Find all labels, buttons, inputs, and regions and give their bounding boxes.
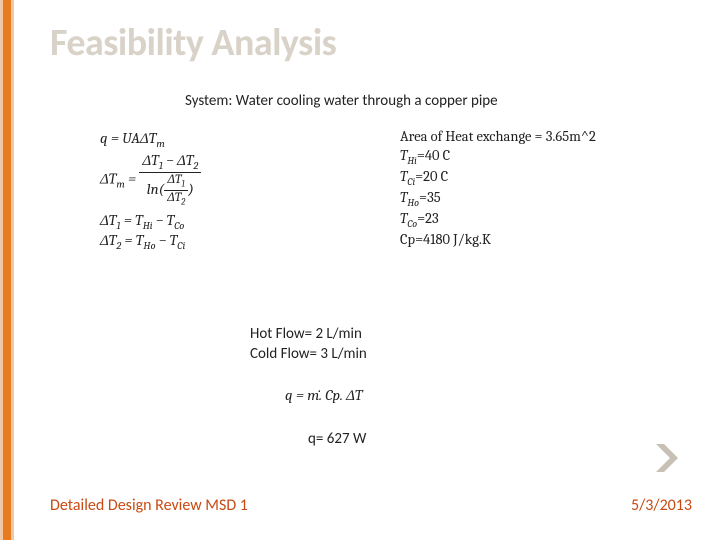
eq-q-mcpdt: q = ṁ. Cp. ΔT bbox=[285, 386, 362, 405]
param-cp: Cp=4180 J/kg.K bbox=[400, 231, 596, 250]
accent-inner-stripe bbox=[3, 0, 11, 540]
eq-dtm: ΔTm = ΔT1 − ΔT2 ln(ΔT1ΔT2) bbox=[100, 152, 201, 208]
param-tco: TCo=23 bbox=[400, 210, 596, 231]
eq-dt2: ΔT2 = THo − TCi bbox=[100, 232, 201, 252]
accent-bar bbox=[0, 0, 14, 540]
param-tci: TCi=20 C bbox=[400, 168, 596, 189]
eq-dt1: ΔT1 = THi − TCo bbox=[100, 212, 201, 232]
flow-rates: Hot Flow= 2 L/min Cold Flow= 3 L/min bbox=[250, 325, 367, 364]
cold-flow: Cold Flow= 3 L/min bbox=[250, 345, 367, 365]
result-q: q= 627 W bbox=[308, 430, 366, 448]
parameters-right: Area of Heat exchange = 3.65m^2 THi=40 C… bbox=[400, 128, 596, 250]
param-tho: THo=35 bbox=[400, 189, 596, 210]
param-thi: THi=40 C bbox=[400, 147, 596, 168]
eq-q-uadt: q = UAΔTm bbox=[100, 130, 201, 150]
hot-flow: Hot Flow= 2 L/min bbox=[250, 325, 367, 345]
page-title: Feasibility Analysis bbox=[50, 20, 336, 66]
footer-title: Detailed Design Review MSD 1 bbox=[50, 496, 248, 515]
footer-date: 5/3/2013 bbox=[631, 496, 692, 515]
equations-left: q = UAΔTm ΔTm = ΔT1 − ΔT2 ln(ΔT1ΔT2) ΔT1… bbox=[100, 130, 201, 252]
chevron-right-icon bbox=[650, 440, 686, 476]
area-value: Area of Heat exchange = 3.65m^2 bbox=[400, 128, 596, 147]
system-description: System: Water cooling water through a co… bbox=[185, 92, 498, 110]
